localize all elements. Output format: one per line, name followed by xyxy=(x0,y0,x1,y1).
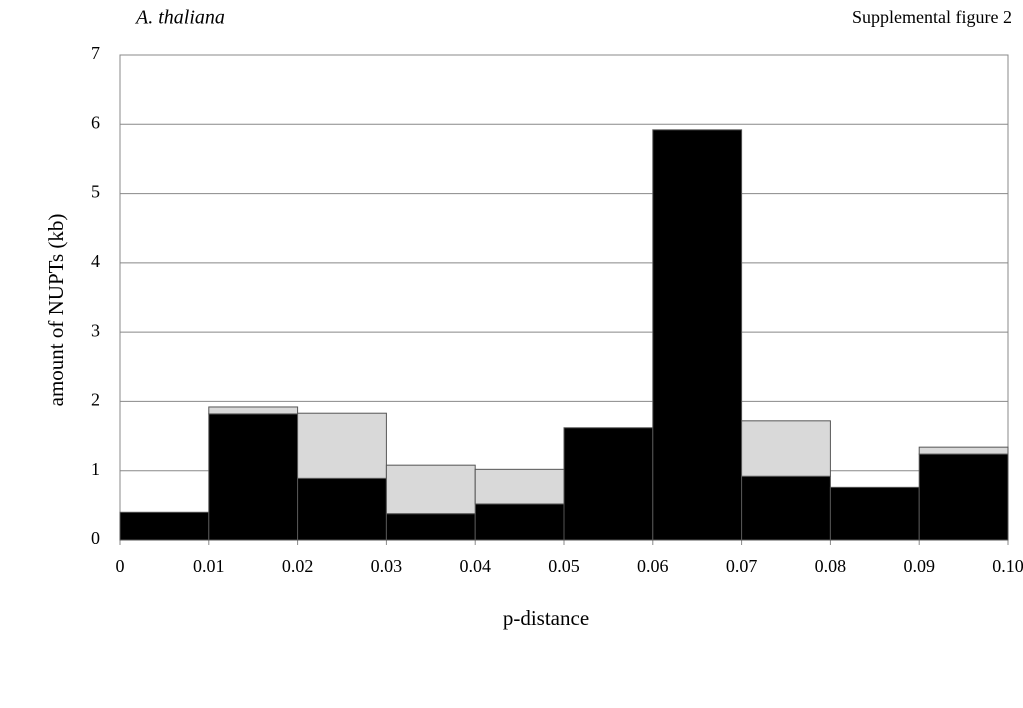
annotation: Supplemental figure 2 xyxy=(852,7,1012,27)
bar xyxy=(297,412,387,479)
y-tick-label: 1 xyxy=(91,459,100,479)
x-tick-label: 0.04 xyxy=(459,556,491,576)
y-tick-label: 2 xyxy=(91,390,100,410)
x-tick-label: 0.08 xyxy=(815,556,847,576)
bar xyxy=(741,475,831,541)
bar xyxy=(918,453,1009,541)
bar xyxy=(652,129,743,541)
y-tick-label: 4 xyxy=(91,251,100,271)
bar xyxy=(385,513,476,541)
bar xyxy=(918,446,1009,455)
y-axis-label: amount of NUPTs (kb) xyxy=(44,214,68,407)
x-axis-label: p-distance xyxy=(503,606,589,630)
bar xyxy=(297,477,387,541)
y-tick-label: 3 xyxy=(91,320,100,340)
x-tick-label: 0.02 xyxy=(282,556,314,576)
x-tick-label: 0 xyxy=(116,556,125,576)
bar xyxy=(474,468,565,505)
y-tick-label: 6 xyxy=(91,112,100,132)
x-tick-label: 0.05 xyxy=(548,556,580,576)
y-tick-label: 0 xyxy=(91,528,100,548)
x-tick-label: 0.09 xyxy=(903,556,935,576)
y-tick-label: 5 xyxy=(91,182,100,202)
bar xyxy=(208,406,299,415)
y-tick-label: 7 xyxy=(91,43,100,63)
bar xyxy=(563,427,654,541)
bar xyxy=(474,503,565,541)
bar xyxy=(119,511,210,541)
x-tick-label: 0.10 xyxy=(992,556,1023,576)
x-tick-label: 0.01 xyxy=(193,556,225,576)
bar xyxy=(829,486,920,541)
x-tick-label: 0.03 xyxy=(371,556,403,576)
bar xyxy=(385,464,476,515)
x-tick-label: 0.07 xyxy=(726,556,758,576)
x-tick-label: 0.06 xyxy=(637,556,669,576)
bar xyxy=(741,420,831,477)
chart-title: A. thaliana xyxy=(134,7,225,29)
bar xyxy=(208,413,299,541)
